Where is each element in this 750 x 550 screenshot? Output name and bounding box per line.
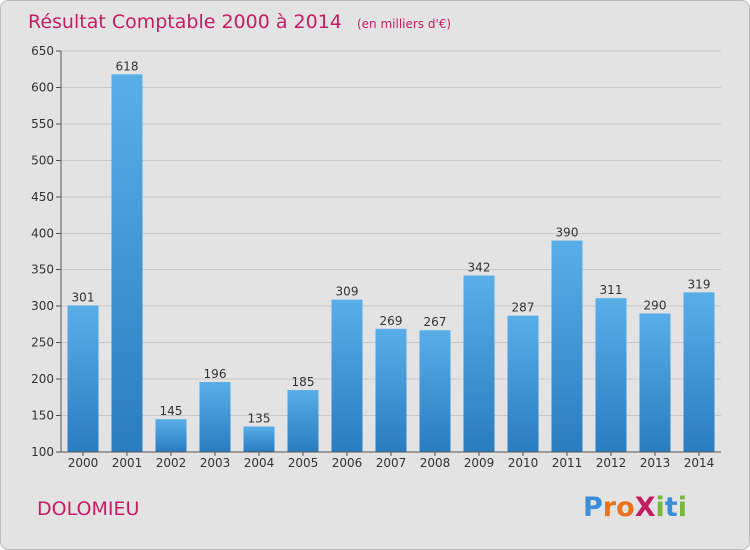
value-label-2011: 390 bbox=[556, 226, 579, 240]
value-labels: 301 618 145 196 135 185 309 269 267 342 287 390 311 2… bbox=[72, 59, 711, 425]
y-tick-label: 500 bbox=[31, 153, 54, 167]
logo-letter: r bbox=[603, 492, 617, 523]
bar-2000 bbox=[67, 305, 99, 452]
y-tick-label: 150 bbox=[31, 409, 54, 423]
value-label-2008: 267 bbox=[424, 315, 447, 329]
x-tick-label-2000: 2000 bbox=[68, 456, 99, 470]
logo-letter: i bbox=[656, 492, 665, 523]
value-label-2003: 196 bbox=[204, 367, 227, 381]
y-tick-label: 300 bbox=[31, 299, 54, 313]
y-tick-label: 250 bbox=[31, 336, 54, 350]
value-label-2012: 311 bbox=[600, 283, 623, 297]
bar-2012 bbox=[595, 298, 627, 452]
x-tick-label-2009: 2009 bbox=[464, 456, 495, 470]
x-tick-label-2005: 2005 bbox=[288, 456, 319, 470]
value-label-2010: 287 bbox=[512, 301, 535, 315]
axes bbox=[60, 51, 721, 453]
bar-2001 bbox=[111, 74, 143, 453]
value-label-2002: 145 bbox=[160, 404, 183, 418]
bar-2002 bbox=[155, 419, 187, 452]
chart-unit-text: (en milliers d'€) bbox=[357, 17, 451, 31]
y-tick-label: 400 bbox=[31, 226, 54, 240]
value-label-2013: 290 bbox=[644, 298, 667, 312]
y-tick-label: 350 bbox=[31, 263, 54, 277]
logo-letter: X bbox=[635, 492, 656, 523]
bar-2009 bbox=[463, 275, 495, 452]
y-tick-label: 200 bbox=[31, 372, 54, 386]
y-tick-label: 600 bbox=[31, 80, 54, 94]
x-axis-ticks: 2000 2001 2002 2003 2004 2005 2006 2007 2008 2009… bbox=[68, 452, 715, 470]
logo-letter: t bbox=[665, 492, 678, 523]
x-tick-label-2001: 2001 bbox=[112, 456, 143, 470]
y-tick-label: 650 bbox=[31, 44, 54, 58]
y-axis-ticks: 100 150 200 250 300 350 400 450 500 550 600 650 bbox=[31, 44, 61, 459]
x-tick-label-2010: 2010 bbox=[508, 456, 539, 470]
x-tick-label-2004: 2004 bbox=[244, 456, 275, 470]
proxiti-logo: ProXiti bbox=[583, 492, 687, 523]
value-label-2009: 342 bbox=[468, 261, 491, 275]
value-label-2001: 618 bbox=[116, 59, 139, 73]
x-tick-label-2013: 2013 bbox=[640, 456, 671, 470]
value-label-2000: 301 bbox=[72, 290, 95, 304]
logo-letter: i bbox=[678, 492, 687, 523]
chart-title-text: Résultat Comptable 2000 à 2014 bbox=[28, 11, 342, 33]
location-name: DOLOMIEU bbox=[37, 498, 139, 520]
bar-2008 bbox=[419, 330, 451, 452]
bar-2014 bbox=[683, 292, 715, 452]
logo-letter: P bbox=[583, 492, 603, 523]
bar-2011 bbox=[551, 240, 583, 452]
bar-2013 bbox=[639, 313, 671, 452]
bar-2010 bbox=[507, 315, 539, 452]
bar-2003 bbox=[199, 382, 231, 452]
value-label-2005: 185 bbox=[292, 375, 315, 389]
value-label-2007: 269 bbox=[380, 314, 403, 328]
bar-2004 bbox=[243, 426, 275, 452]
x-tick-label-2012: 2012 bbox=[596, 456, 627, 470]
bar-2007 bbox=[375, 328, 407, 452]
value-label-2004: 135 bbox=[248, 411, 271, 425]
x-tick-label-2011: 2011 bbox=[552, 456, 583, 470]
chart-title: Résultat Comptable 2000 à 2014 (en milli… bbox=[28, 11, 451, 33]
value-label-2014: 319 bbox=[688, 277, 711, 291]
y-tick-label: 550 bbox=[31, 117, 54, 131]
y-tick-label: 100 bbox=[31, 445, 54, 459]
bar-2005 bbox=[287, 390, 319, 452]
bar-2006 bbox=[331, 299, 363, 452]
bars bbox=[67, 74, 715, 453]
y-tick-label: 450 bbox=[31, 190, 54, 204]
x-tick-label-2006: 2006 bbox=[332, 456, 363, 470]
value-label-2006: 309 bbox=[336, 285, 359, 299]
grid-lines bbox=[61, 50, 721, 417]
x-tick-label-2007: 2007 bbox=[376, 456, 407, 470]
x-tick-label-2003: 2003 bbox=[200, 456, 231, 470]
x-tick-label-2014: 2014 bbox=[684, 456, 715, 470]
logo-letter: o bbox=[616, 492, 635, 523]
x-tick-label-2002: 2002 bbox=[156, 456, 187, 470]
x-tick-label-2008: 2008 bbox=[420, 456, 451, 470]
